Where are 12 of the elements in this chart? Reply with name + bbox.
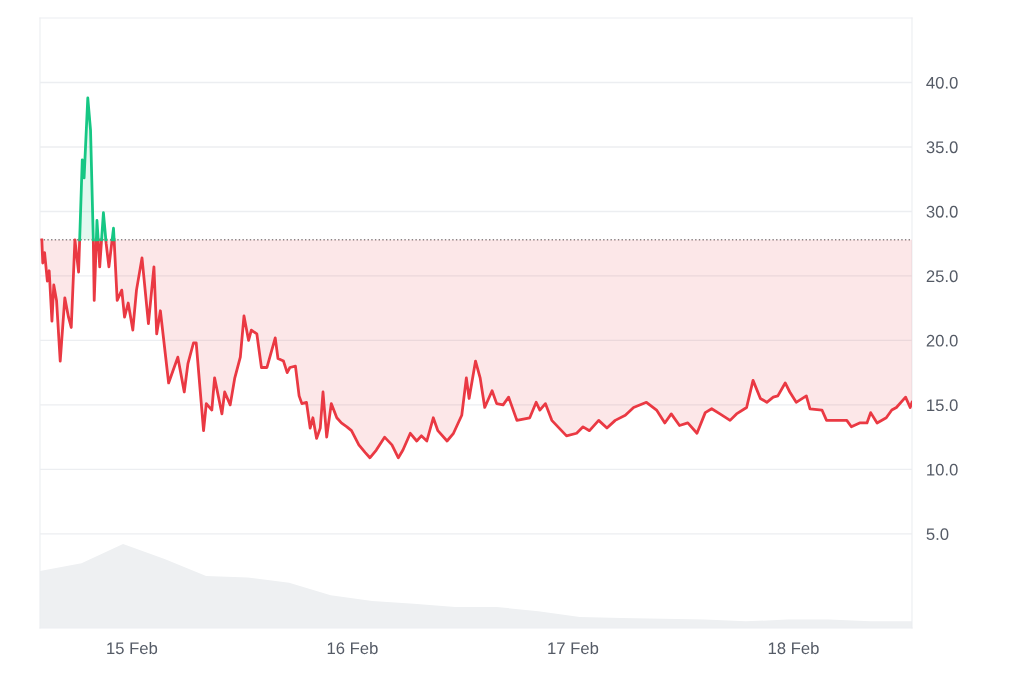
x-tick-label: 15 Feb [107,641,158,655]
y-tick-label: 25.0 [926,270,958,283]
x-tick-label: 18 Feb [768,641,819,655]
y-tick-label: 40.0 [926,76,958,89]
y-tick-label: 30.0 [926,205,958,218]
y-tick-label: 5.0 [926,528,949,541]
x-tick-label: 16 Feb [327,641,378,655]
y-tick-label: 35.0 [926,141,958,154]
x-tick-label: 17 Feb [548,641,599,655]
y-tick-label: 15.0 [927,399,958,412]
y-tick-label: 10.0 [927,463,958,476]
y-tick-label: 20.0 [926,334,958,347]
